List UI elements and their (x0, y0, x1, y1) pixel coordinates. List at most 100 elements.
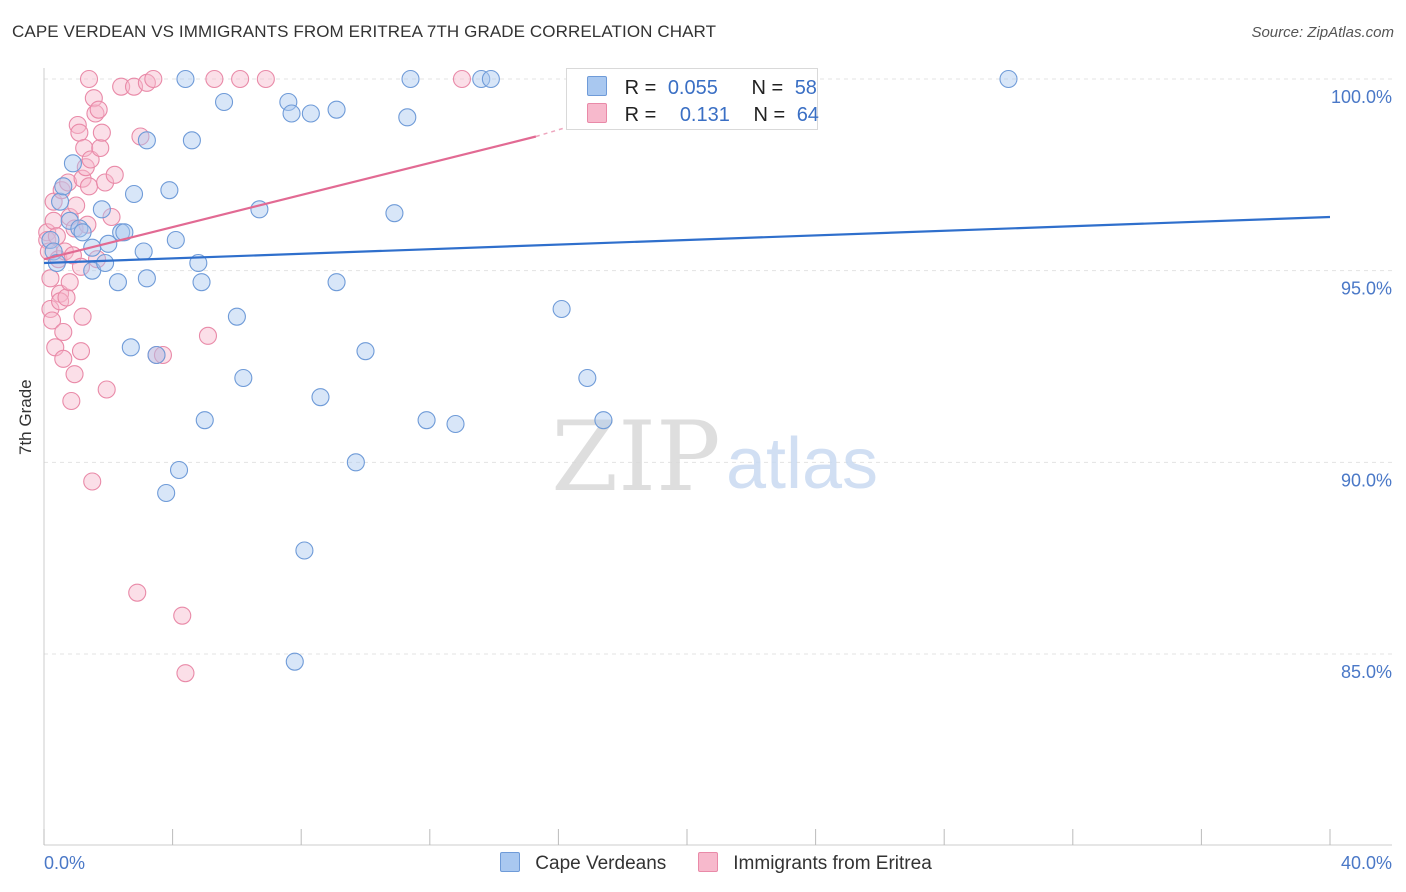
legend-row-cape-verdean: R = 0.055 N = 58 (587, 76, 817, 99)
eritrea-point (92, 123, 111, 142)
cape-verdean-point (327, 273, 346, 292)
legend-item-cape-verdeans: Cape Verdeans (500, 852, 666, 875)
cape-verdean-point (356, 342, 375, 361)
eritrea-point (112, 77, 131, 96)
cape-verdean-point (195, 411, 214, 430)
cape-verdean-point (41, 230, 60, 250)
cape-verdean-point (54, 177, 73, 196)
cape-verdean-point (472, 69, 491, 89)
eritrea-point (102, 207, 121, 227)
legend-label-cape-verdeans: Cape Verdeans (535, 853, 667, 874)
cape-verdean-point (60, 211, 79, 230)
y-axis-label: 7th Grade (16, 379, 35, 455)
legend-n-value: 64 (796, 104, 819, 126)
eritrea-point (73, 169, 92, 188)
eritrea-trend-line (43, 135, 537, 261)
eritrea-point (60, 273, 79, 292)
legend-n-label: N = (753, 104, 786, 126)
eritrea-point (65, 365, 84, 384)
eritrea-point (68, 115, 87, 135)
cape-verdean-point (311, 388, 330, 407)
cape-verdean-trend-line (43, 215, 1331, 265)
eritrea-point (89, 100, 108, 119)
eritrea-point (452, 69, 472, 89)
cape-verdean-point (63, 154, 82, 173)
eritrea-point (54, 349, 73, 368)
cape-verdean-point (417, 411, 436, 430)
series-legend: Cape Verdeans Immigrants from Eritrea (0, 852, 1406, 876)
eritrea-point (57, 288, 76, 307)
tick-labels: 85.0% 90.0% 95.0% 100.0% 0.0% 40.0% (44, 87, 1392, 873)
eritrea-point (84, 89, 103, 108)
stats-legend: R = 0.055 N = 58 R = 0.131 N = 64 (566, 68, 819, 130)
y-tick-label: 100.0% (1331, 87, 1392, 107)
cape-verdean-point (282, 104, 301, 123)
cape-verdean-point (999, 69, 1018, 89)
eritrea-point (198, 326, 218, 345)
eritrea-point (79, 177, 99, 196)
eritrea-point (71, 342, 91, 361)
series-eritrea-points (38, 69, 472, 683)
cape-verdean-point (594, 411, 613, 430)
cape-verdean-point (73, 223, 92, 242)
eritrea-point (96, 173, 115, 192)
cape-verdean-point (214, 92, 234, 112)
eritrea-point (42, 311, 62, 330)
eritrea-point (79, 69, 99, 89)
cape-verdean-point (446, 414, 465, 434)
cape-verdean-point (137, 269, 156, 288)
eritrea-point (75, 138, 94, 158)
cape-verdean-point (279, 92, 298, 112)
legend-label-eritrea: Immigrants from Eritrea (733, 853, 932, 874)
cape-verdean-point (166, 230, 185, 250)
watermark: ZIP atlas (551, 401, 878, 513)
legend-r-value: 0.131 (679, 104, 730, 126)
cape-verdean-point (189, 253, 208, 273)
watermark-atlas: atlas (726, 424, 878, 504)
cape-verdean-point (137, 131, 156, 150)
cape-verdean-point (234, 368, 253, 388)
x-tick-label: 40.0% (1341, 853, 1392, 873)
cape-verdean-point (115, 223, 134, 242)
legend-row-eritrea: R = 0.131 N = 64 (587, 103, 819, 126)
y-tick-label: 95.0% (1341, 279, 1392, 299)
eritrea-point (153, 345, 173, 365)
grid-lines (44, 78, 1392, 655)
cape-verdean-point (134, 242, 153, 261)
legend-swatch-pink (698, 852, 718, 872)
watermark-zip: ZIP (551, 401, 720, 513)
cape-verdean-point (51, 192, 70, 211)
legend-r-label: R = (624, 77, 657, 99)
x-tick-label: 0.0% (44, 853, 85, 873)
legend-item-eritrea: Immigrants from Eritrea (698, 852, 932, 875)
cape-verdean-point (182, 131, 201, 150)
eritrea-point (41, 269, 60, 288)
cape-verdean-point (96, 253, 115, 273)
series-cape-verdean-points (41, 69, 1018, 671)
cape-verdean-point (121, 338, 140, 357)
legend-r-value: 0.055 (667, 77, 718, 99)
chart-title: CAPE VERDEAN VS IMMIGRANTS FROM ERITREA … (12, 22, 717, 41)
cape-verdean-point (157, 483, 176, 503)
legend-swatch-blue (500, 852, 520, 872)
cape-verdean-point (301, 104, 320, 123)
legend-n-label: N = (751, 77, 784, 99)
cape-verdean-point (92, 200, 111, 219)
cape-verdean-point (327, 100, 346, 119)
eritrea-point (54, 322, 73, 342)
eritrea-point (205, 69, 224, 89)
eritrea-point (83, 472, 102, 491)
cape-verdean-point (176, 69, 195, 89)
cape-verdean-point (227, 307, 246, 326)
cape-verdean-point (124, 184, 144, 204)
cape-verdean-point (192, 273, 211, 292)
legend-swatch-pink (587, 103, 607, 123)
cape-verdean-point (346, 453, 365, 472)
eritrea-point (231, 69, 250, 89)
legend-r-label: R = (624, 104, 657, 126)
eritrea-point (256, 69, 275, 89)
eritrea-point (173, 606, 192, 625)
eritrea-point (128, 583, 147, 602)
cape-verdean-point (169, 460, 189, 480)
